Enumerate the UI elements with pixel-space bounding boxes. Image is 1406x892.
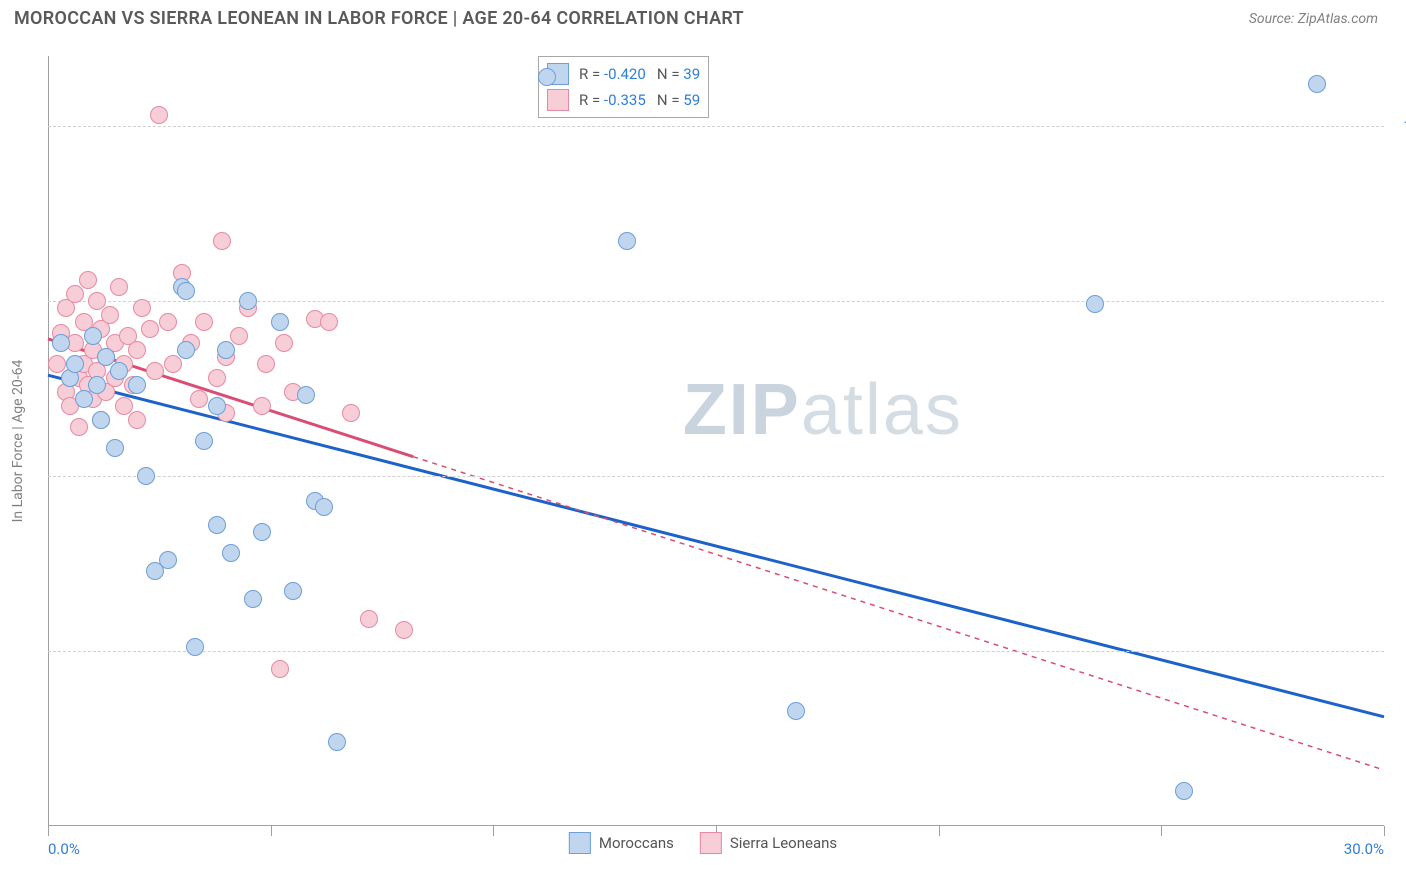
data-point-moroccans bbox=[253, 523, 271, 541]
data-point-moroccans bbox=[88, 376, 106, 394]
data-point-sierra_leoneans bbox=[320, 313, 338, 331]
corr-row-sierra_leoneans: R = -0.335 N = 59 bbox=[547, 87, 700, 113]
data-point-sierra_leoneans bbox=[110, 278, 128, 296]
data-point-moroccans bbox=[271, 313, 289, 331]
legend-swatch bbox=[569, 832, 591, 854]
data-point-sierra_leoneans bbox=[88, 292, 106, 310]
data-point-sierra_leoneans bbox=[70, 418, 88, 436]
data-point-moroccans bbox=[222, 544, 240, 562]
legend-item: Sierra Leoneans bbox=[700, 832, 837, 854]
data-point-sierra_leoneans bbox=[128, 411, 146, 429]
data-point-sierra_leoneans bbox=[208, 369, 226, 387]
x-tick bbox=[48, 826, 49, 836]
data-point-moroccans bbox=[177, 341, 195, 359]
data-point-sierra_leoneans bbox=[66, 285, 84, 303]
trend-line-layer bbox=[48, 56, 1384, 826]
data-point-moroccans bbox=[106, 439, 124, 457]
data-point-moroccans bbox=[186, 638, 204, 656]
data-point-sierra_leoneans bbox=[159, 313, 177, 331]
data-point-moroccans bbox=[1308, 75, 1326, 93]
data-point-moroccans bbox=[315, 498, 333, 516]
gridline bbox=[48, 126, 1384, 127]
data-point-sierra_leoneans bbox=[133, 299, 151, 317]
data-point-moroccans bbox=[244, 590, 262, 608]
x-tick bbox=[939, 826, 940, 836]
data-point-moroccans bbox=[128, 376, 146, 394]
data-point-moroccans bbox=[1086, 295, 1104, 313]
swatch-sierra_leoneans bbox=[547, 89, 569, 111]
data-point-sierra_leoneans bbox=[150, 106, 168, 124]
data-point-sierra_leoneans bbox=[213, 232, 231, 250]
legend-label: Moroccans bbox=[599, 834, 674, 852]
data-point-sierra_leoneans bbox=[395, 621, 413, 639]
data-point-moroccans bbox=[195, 432, 213, 450]
corr-text-moroccans: R = -0.420 N = 39 bbox=[579, 65, 700, 83]
corr-row-moroccans: R = -0.420 N = 39 bbox=[547, 61, 700, 87]
correlation-legend: R = -0.420 N = 39 R = -0.335 N = 59 bbox=[538, 56, 709, 118]
data-point-moroccans bbox=[110, 362, 128, 380]
gridline bbox=[48, 476, 1384, 477]
data-point-moroccans bbox=[52, 334, 70, 352]
data-point-moroccans bbox=[84, 327, 102, 345]
y-axis-label: In Labor Force | Age 20-64 bbox=[10, 360, 26, 523]
x-tick bbox=[1161, 826, 1162, 836]
title-bar: MOROCCAN VS SIERRA LEONEAN IN LABOR FORC… bbox=[0, 0, 1406, 33]
x-tick bbox=[1384, 826, 1385, 836]
data-point-moroccans bbox=[177, 282, 195, 300]
data-point-sierra_leoneans bbox=[275, 334, 293, 352]
x-tick-label: 30.0% bbox=[1344, 840, 1384, 858]
data-point-moroccans bbox=[284, 582, 302, 600]
gridline bbox=[48, 651, 1384, 652]
data-point-moroccans bbox=[297, 386, 315, 404]
data-point-moroccans bbox=[538, 68, 556, 86]
data-point-sierra_leoneans bbox=[257, 355, 275, 373]
data-point-sierra_leoneans bbox=[128, 341, 146, 359]
data-point-moroccans bbox=[208, 397, 226, 415]
data-point-sierra_leoneans bbox=[230, 327, 248, 345]
data-point-sierra_leoneans bbox=[190, 390, 208, 408]
data-point-moroccans bbox=[618, 232, 636, 250]
data-point-sierra_leoneans bbox=[79, 271, 97, 289]
x-tick-label: 0.0% bbox=[48, 840, 80, 858]
legend-swatch bbox=[700, 832, 722, 854]
x-tick bbox=[271, 826, 272, 836]
correlation-chart: In Labor Force | Age 20-64 ZIPatlas R = … bbox=[48, 56, 1384, 826]
data-point-moroccans bbox=[92, 411, 110, 429]
data-point-moroccans bbox=[239, 292, 257, 310]
data-point-moroccans bbox=[97, 348, 115, 366]
data-point-sierra_leoneans bbox=[101, 306, 119, 324]
corr-text-sierra_leoneans: R = -0.335 N = 59 bbox=[579, 91, 700, 109]
legend-item: Moroccans bbox=[569, 832, 674, 854]
data-point-sierra_leoneans bbox=[146, 362, 164, 380]
data-point-sierra_leoneans bbox=[48, 355, 66, 373]
data-point-sierra_leoneans bbox=[360, 610, 378, 628]
trendline-moroccans bbox=[48, 375, 1384, 717]
legend-label: Sierra Leoneans bbox=[730, 834, 837, 852]
data-point-moroccans bbox=[159, 551, 177, 569]
data-point-moroccans bbox=[137, 467, 155, 485]
data-point-sierra_leoneans bbox=[115, 397, 133, 415]
data-point-moroccans bbox=[66, 355, 84, 373]
source-label: Source: ZipAtlas.com bbox=[1249, 11, 1378, 27]
data-point-sierra_leoneans bbox=[195, 313, 213, 331]
data-point-sierra_leoneans bbox=[141, 320, 159, 338]
x-tick bbox=[493, 826, 494, 836]
data-point-moroccans bbox=[328, 733, 346, 751]
trendline-extrapolate-sierra_leoneans bbox=[413, 457, 1384, 770]
data-point-sierra_leoneans bbox=[342, 404, 360, 422]
data-point-moroccans bbox=[75, 390, 93, 408]
data-point-sierra_leoneans bbox=[164, 355, 182, 373]
series-legend: Moroccans Sierra Leoneans bbox=[569, 832, 837, 854]
data-point-sierra_leoneans bbox=[271, 660, 289, 678]
chart-title: MOROCCAN VS SIERRA LEONEAN IN LABOR FORC… bbox=[14, 8, 744, 29]
data-point-moroccans bbox=[787, 702, 805, 720]
data-point-moroccans bbox=[1175, 782, 1193, 800]
data-point-sierra_leoneans bbox=[253, 397, 271, 415]
data-point-moroccans bbox=[217, 341, 235, 359]
data-point-moroccans bbox=[208, 516, 226, 534]
